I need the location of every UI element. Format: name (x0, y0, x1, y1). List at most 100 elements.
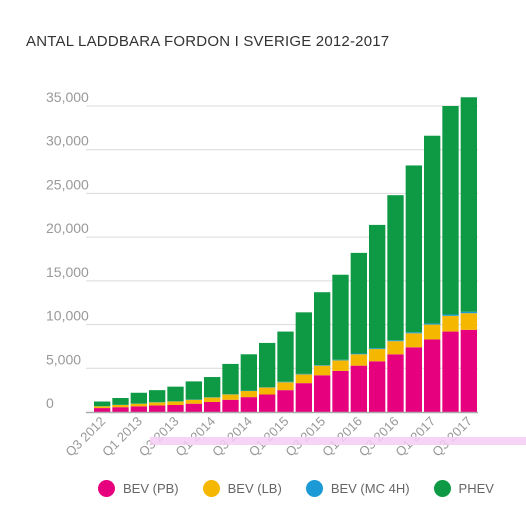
bar-segment-phev[interactable] (350, 252, 367, 354)
bar-segment-bev-pb[interactable] (112, 407, 129, 412)
bar-segment-phev[interactable] (167, 386, 184, 402)
y-tick-label: 35,000 (46, 89, 89, 105)
bar-segment-bev-mc[interactable] (369, 348, 386, 350)
bar-segment-bev-lb[interactable] (149, 402, 166, 406)
bar-segment-bev-pb[interactable] (424, 339, 441, 412)
bar-segment-phev[interactable] (112, 398, 129, 405)
bar-segment-phev[interactable] (240, 354, 257, 391)
bar-segment-bev-lb[interactable] (460, 313, 477, 330)
bar-segment-phev[interactable] (222, 363, 239, 395)
bar-segment-phev[interactable] (149, 390, 166, 403)
bar-segment-bev-pb[interactable] (204, 401, 221, 412)
x-tick-label: Q3 2012 (62, 414, 108, 460)
bar-segment-phev[interactable] (460, 97, 477, 312)
bar-segment-bev-lb[interactable] (204, 397, 221, 402)
bar-segment-phev[interactable] (442, 106, 459, 315)
bar-segment-phev[interactable] (424, 135, 441, 324)
bar-segment-bev-pb[interactable] (259, 394, 276, 412)
y-tick-label: 15,000 (46, 264, 89, 280)
legend: BEV (PB) BEV (LB) BEV (MC 4H) PHEV (98, 480, 518, 497)
bar-segment-bev-pb[interactable] (130, 406, 147, 412)
y-tick-label: 30,000 (46, 133, 89, 149)
bar-segment-bev-lb[interactable] (222, 394, 239, 400)
bar-segment-bev-lb[interactable] (350, 354, 367, 366)
bar-segment-bev-pb[interactable] (167, 405, 184, 412)
bar-segment-bev-lb[interactable] (130, 403, 147, 407)
bar-segment-bev-pb[interactable] (277, 390, 294, 412)
bar-segment-bev-pb[interactable] (405, 347, 422, 412)
bar-segment-bev-pb[interactable] (240, 397, 257, 412)
bar-segment-bev-mc[interactable] (405, 332, 422, 334)
y-tick-label: 25,000 (46, 176, 89, 192)
bar-segment-bev-pb[interactable] (442, 331, 459, 412)
bar-segment-bev-pb[interactable] (387, 354, 404, 412)
legend-swatch-bev-lb (202, 480, 220, 497)
legend-item-bev-mc[interactable]: BEV (MC 4H) (305, 480, 410, 497)
bar-segment-bev-lb[interactable] (240, 391, 257, 398)
bar-segment-bev-lb[interactable] (94, 406, 111, 409)
bar-segment-bev-pb[interactable] (460, 329, 477, 412)
bar-segment-phev[interactable] (130, 392, 147, 404)
legend-item-bev-pb[interactable]: BEV (PB) (98, 480, 179, 497)
bar-segment-phev[interactable] (295, 312, 312, 374)
bar-segment-bev-mc[interactable] (387, 340, 404, 342)
bar-segment-phev[interactable] (387, 195, 404, 341)
legend-label-bev-mc: BEV (MC 4H) (330, 481, 410, 496)
bar-segment-bev-pb[interactable] (314, 375, 331, 412)
bar-segment-bev-lb[interactable] (185, 399, 202, 404)
bar-segment-bev-mc[interactable] (442, 314, 459, 316)
bar-segment-phev[interactable] (314, 292, 331, 366)
bars (94, 97, 477, 412)
bar-segment-bev-mc[interactable] (277, 381, 294, 383)
bar-segment-bev-lb[interactable] (424, 324, 441, 340)
bar-segment-phev[interactable] (94, 401, 111, 407)
bar-segment-bev-mc[interactable] (295, 373, 312, 375)
y-tick-label: 0 (46, 395, 54, 411)
bar-segment-bev-lb[interactable] (314, 365, 331, 376)
bar-segment-phev[interactable] (277, 331, 294, 382)
bar-segment-bev-pb[interactable] (332, 370, 349, 412)
bar-segment-bev-lb[interactable] (332, 360, 349, 371)
bar-segment-bev-pb[interactable] (185, 403, 202, 412)
bar-segment-bev-pb[interactable] (94, 408, 111, 412)
bar-segment-bev-lb[interactable] (295, 374, 312, 384)
y-tick-label: 10,000 (46, 308, 89, 324)
bar-segment-bev-lb[interactable] (369, 349, 386, 362)
x-tick-label: Q1 2013 (99, 414, 145, 460)
bar-segment-bev-mc[interactable] (460, 311, 477, 314)
bar-segment-bev-lb[interactable] (259, 387, 276, 395)
bar-segment-phev[interactable] (369, 224, 386, 349)
bar-segment-bev-lb[interactable] (405, 333, 422, 348)
bar-segment-phev[interactable] (259, 342, 276, 388)
bar-segment-bev-pb[interactable] (295, 383, 312, 412)
legend-label-bev-pb: BEV (PB) (123, 481, 179, 496)
legend-label-bev-lb: BEV (LB) (227, 481, 282, 496)
bar-segment-bev-mc[interactable] (314, 365, 331, 366)
chart-title: ANTAL LADDBARA FORDON I SVERIGE 2012-201… (26, 33, 390, 50)
bar-segment-bev-mc[interactable] (424, 323, 441, 325)
bar-segment-bev-lb[interactable] (442, 315, 459, 332)
bar-segment-phev[interactable] (185, 381, 202, 400)
legend-label-phev: PHEV (458, 481, 494, 496)
legend-item-bev-lb[interactable]: BEV (LB) (202, 480, 282, 497)
bar-segment-bev-mc[interactable] (350, 353, 367, 355)
legend-swatch-bev-mc (305, 480, 323, 497)
bar-segment-phev[interactable] (405, 165, 422, 333)
bar-segment-bev-lb[interactable] (277, 382, 294, 391)
bar-segment-bev-lb[interactable] (387, 341, 404, 355)
bar-segment-bev-lb[interactable] (112, 405, 129, 408)
y-tick-label: 5,000 (46, 351, 81, 367)
bar-segment-bev-pb[interactable] (350, 365, 367, 412)
bar-segment-bev-mc[interactable] (332, 359, 349, 361)
bar-segment-bev-pb[interactable] (222, 399, 239, 412)
legend-swatch-bev-pb (98, 480, 115, 497)
legend-item-phev[interactable]: PHEV (433, 480, 494, 497)
bar-segment-bev-pb[interactable] (369, 361, 386, 412)
bar-segment-phev[interactable] (204, 377, 221, 398)
bar-segment-phev[interactable] (332, 274, 349, 360)
bar-segment-bev-pb[interactable] (149, 405, 166, 412)
y-tick-label: 20,000 (46, 220, 89, 236)
bar-segment-bev-lb[interactable] (167, 401, 184, 406)
selection-highlight (150, 437, 526, 445)
